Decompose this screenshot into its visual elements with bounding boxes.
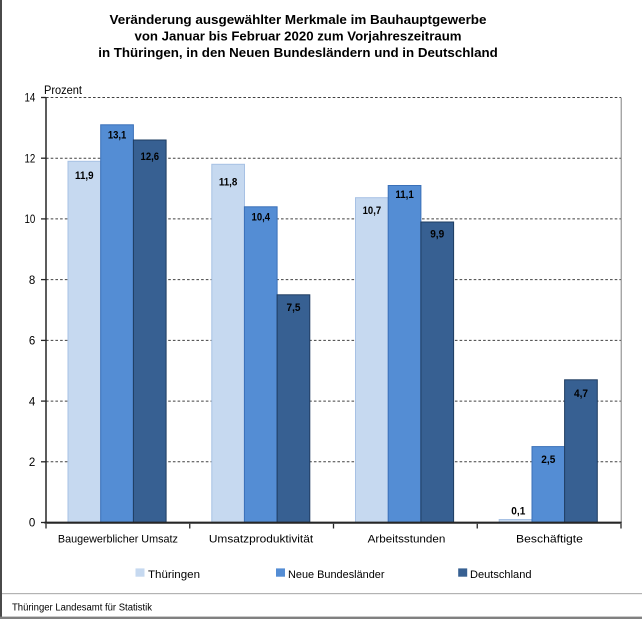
svg-text:10: 10 — [25, 214, 36, 226]
svg-text:12: 12 — [25, 153, 36, 165]
svg-text:Thüringer Landesamt für Statis: Thüringer Landesamt für Statistik — [12, 603, 153, 614]
svg-text:13,1: 13,1 — [108, 130, 127, 142]
svg-text:6: 6 — [29, 336, 35, 348]
svg-text:12,6: 12,6 — [141, 151, 160, 163]
svg-text:10,4: 10,4 — [252, 211, 271, 223]
svg-text:Umsatzproduktivität: Umsatzproduktivität — [209, 534, 313, 546]
svg-text:0,1: 0,1 — [511, 506, 525, 518]
svg-text:Beschäftigte: Beschäftigte — [516, 534, 583, 546]
svg-text:von Januar bis Februar 2020 zu: von Januar bis Februar 2020 zum Vorjahre… — [135, 30, 462, 44]
svg-text:in Thüringen, in den Neuen Bun: in Thüringen, in den Neuen Bundesländern… — [98, 46, 497, 60]
svg-text:Prozent: Prozent — [44, 83, 83, 97]
svg-text:Neue Bundesländer: Neue Bundesländer — [288, 569, 385, 581]
svg-text:11,9: 11,9 — [75, 170, 94, 182]
svg-text:9,9: 9,9 — [430, 229, 444, 241]
svg-text:0: 0 — [29, 518, 35, 530]
svg-text:Thüringen: Thüringen — [148, 569, 200, 581]
svg-text:11,1: 11,1 — [395, 189, 414, 201]
svg-text:7,5: 7,5 — [287, 302, 301, 314]
svg-text:8: 8 — [29, 275, 35, 287]
svg-text:Baugewerblicher Umsatz: Baugewerblicher Umsatz — [58, 534, 178, 546]
svg-text:11,8: 11,8 — [219, 177, 238, 189]
svg-text:2,5: 2,5 — [541, 454, 555, 466]
svg-text:4,7: 4,7 — [574, 388, 588, 400]
svg-text:Arbeitsstunden: Arbeitsstunden — [368, 534, 446, 546]
svg-text:2: 2 — [29, 457, 35, 469]
svg-text:4: 4 — [29, 396, 36, 408]
svg-text:Veränderung ausgewählter Merkm: Veränderung ausgewählter Merkmale im Bau… — [110, 13, 487, 27]
svg-text:14: 14 — [25, 93, 36, 105]
svg-text:Deutschland: Deutschland — [470, 569, 532, 581]
svg-text:10,7: 10,7 — [363, 205, 382, 217]
